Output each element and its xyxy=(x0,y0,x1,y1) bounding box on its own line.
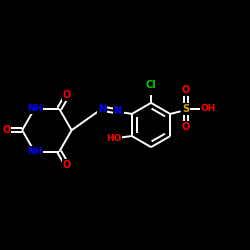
Text: HO: HO xyxy=(106,134,121,143)
Text: NH: NH xyxy=(27,104,42,113)
Text: O: O xyxy=(182,86,190,96)
Text: O: O xyxy=(182,122,190,132)
Text: N: N xyxy=(114,106,122,116)
Text: Cl: Cl xyxy=(146,80,156,90)
Text: OH: OH xyxy=(200,104,216,113)
Text: NH: NH xyxy=(27,147,42,156)
Text: N: N xyxy=(98,104,106,114)
Text: O: O xyxy=(2,125,11,135)
Text: O: O xyxy=(63,160,71,170)
Text: O: O xyxy=(63,90,71,100)
Text: S: S xyxy=(182,104,190,114)
